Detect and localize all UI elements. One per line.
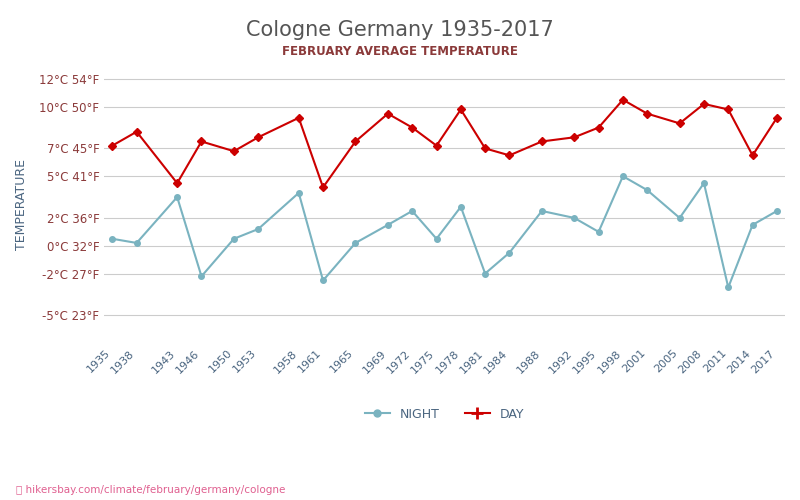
Y-axis label: TEMPERATURE: TEMPERATURE	[15, 158, 28, 250]
Text: FEBRUARY AVERAGE TEMPERATURE: FEBRUARY AVERAGE TEMPERATURE	[282, 45, 518, 58]
Text: Cologne Germany 1935-2017: Cologne Germany 1935-2017	[246, 20, 554, 40]
Legend: NIGHT, DAY: NIGHT, DAY	[360, 403, 530, 426]
Text: 🔴 hikersbay.com/climate/february/germany/cologne: 🔴 hikersbay.com/climate/february/germany…	[16, 485, 286, 495]
